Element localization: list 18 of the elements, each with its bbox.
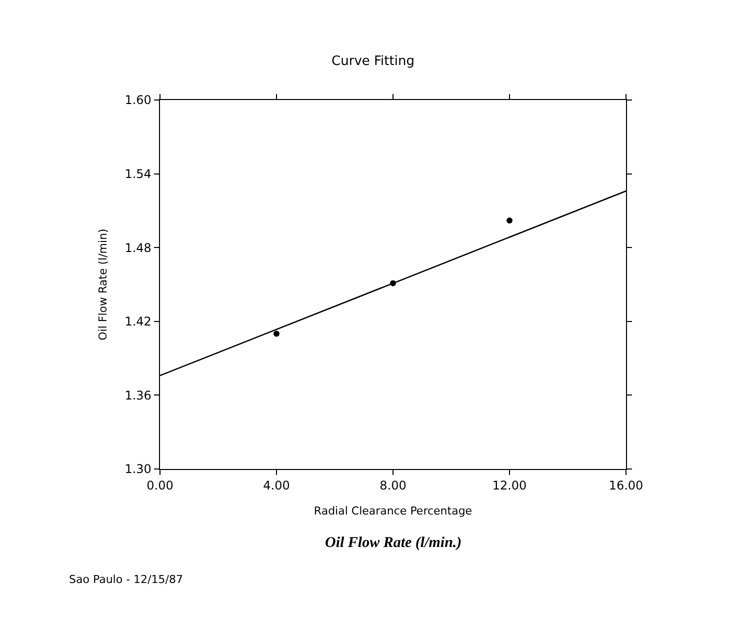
y-tick-label: 1.30	[124, 462, 152, 476]
y-tick-label: 1.60	[124, 93, 152, 108]
text: Sao Paulo - 12/15/87	[69, 573, 183, 586]
x-tick-label: 12.00	[492, 478, 527, 493]
y-tick-label: 1.36	[124, 388, 152, 402]
y-tick-label: 1.48	[124, 240, 152, 255]
chart-title: Curve Fitting	[332, 54, 414, 69]
point	[506, 218, 512, 224]
x-axis-title: Radial Clearance Percentage	[314, 504, 472, 518]
text: Oil Flow Rate (l/min.)	[325, 535, 462, 551]
point	[274, 330, 280, 337]
x-tick-label: 16.00	[608, 478, 644, 493]
y-tick-label: 1.54	[124, 167, 152, 181]
y-tick-label: 1.42	[124, 314, 152, 329]
y-axis-title: Oil Flow Rate (l/min)	[96, 228, 110, 340]
x-tick-label: 0.00	[146, 478, 174, 493]
x-tick-label: 8.00	[380, 478, 406, 493]
x-tick-label: 4.00	[263, 478, 290, 493]
